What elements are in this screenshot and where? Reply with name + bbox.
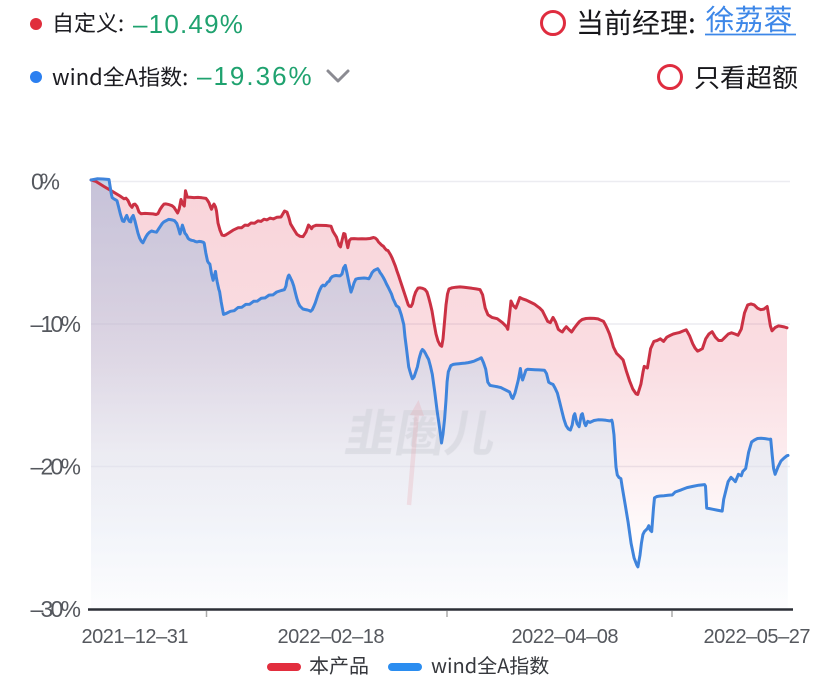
svg-text:–10%: –10% bbox=[31, 311, 82, 337]
svg-text:2022–05–27: 2022–05–27 bbox=[704, 626, 811, 648]
svg-text:0%: 0% bbox=[31, 169, 60, 195]
svg-text:2022–02–18: 2022–02–18 bbox=[278, 626, 385, 648]
svg-text:2021–12–31: 2021–12–31 bbox=[82, 626, 189, 648]
svg-text:–30%: –30% bbox=[31, 596, 82, 622]
svg-text:2022–04–08: 2022–04–08 bbox=[512, 626, 619, 648]
svg-text:–20%: –20% bbox=[31, 454, 82, 480]
